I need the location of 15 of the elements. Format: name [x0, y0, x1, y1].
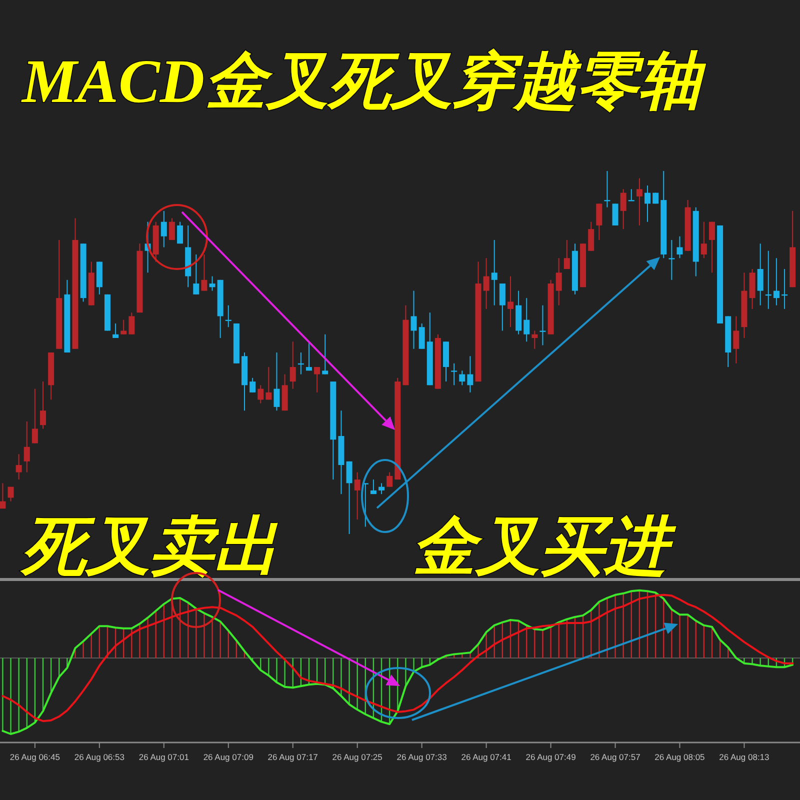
- x-tick-label: 26 Aug 08:13: [719, 752, 770, 762]
- x-tick-label: 26 Aug 07:33: [396, 752, 448, 762]
- x-tick-label: 26 Aug 07:17: [268, 752, 318, 762]
- x-tick-label: 26 Aug 07:57: [590, 752, 641, 762]
- x-tick-label: 26 Aug 06:45: [10, 752, 60, 762]
- chart-title: MACD金叉死叉穿越零轴: [21, 48, 707, 116]
- x-tick-label: 26 Aug 06:53: [74, 752, 125, 762]
- annotation: 金叉买进: [412, 511, 677, 582]
- x-tick-label: 26 Aug 07:09: [203, 752, 254, 762]
- x-tick-label: 26 Aug 07:49: [526, 752, 576, 762]
- x-tick-label: 26 Aug 07:01: [138, 752, 190, 762]
- annotation: 死叉卖出: [20, 511, 278, 582]
- x-tick-label: 26 Aug 07:25: [332, 752, 383, 762]
- x-tick-label: 26 Aug 08:05: [654, 752, 706, 762]
- x-tick-label: 26 Aug 07:41: [461, 752, 512, 762]
